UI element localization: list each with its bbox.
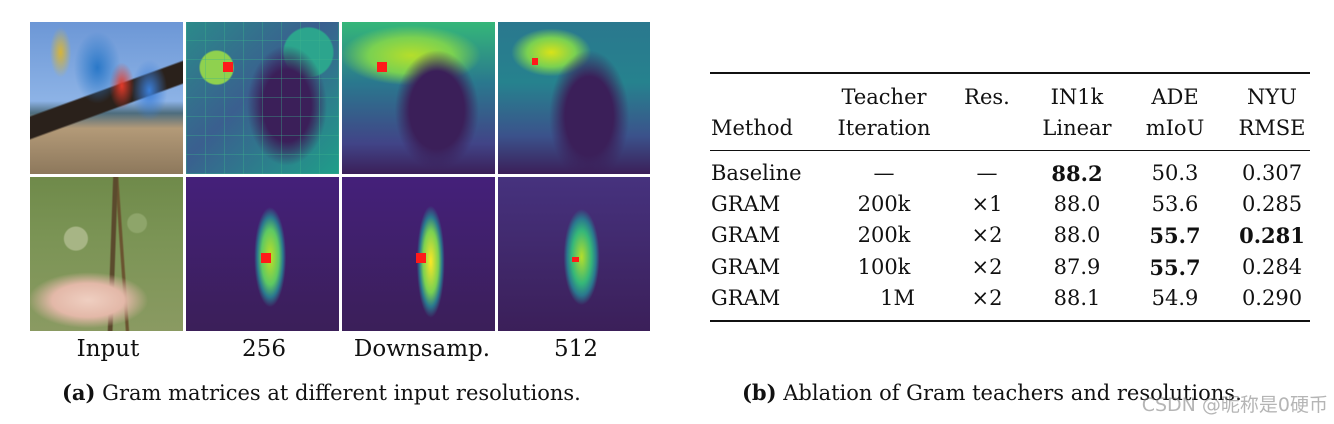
table-top-rule xyxy=(710,72,1310,74)
query-point-marker xyxy=(416,253,426,263)
column-label-256: 256 xyxy=(242,336,286,362)
table-cell: Baseline xyxy=(711,161,802,185)
column-label-downsamp: Downsamp. xyxy=(353,336,491,362)
column-label-input: Input xyxy=(76,336,140,362)
table-cell: GRAM xyxy=(711,286,781,310)
header-res: Res. xyxy=(964,85,1010,109)
query-point-marker xyxy=(377,62,387,72)
table-cell: 1M xyxy=(880,286,915,310)
table-cell: 200k xyxy=(857,192,911,216)
table-cell: 53.6 xyxy=(1151,192,1199,216)
table-cell: ×2 xyxy=(971,255,1003,279)
gram-figure xyxy=(30,22,650,332)
header-ade-line2: mIoU xyxy=(1145,116,1205,140)
caption-a: (a) Gram matrices at different input res… xyxy=(62,380,581,405)
table-cell-best: 55.7 xyxy=(1149,223,1201,248)
caption-a-text: Gram matrices at different input resolut… xyxy=(102,381,581,405)
table-cell: ×2 xyxy=(971,223,1003,247)
gram-map-hand-256 xyxy=(186,177,339,331)
query-point-marker xyxy=(532,58,538,65)
caption-b-text: Ablation of Gram teachers and resolution… xyxy=(783,381,1242,405)
input-image-hand xyxy=(30,177,183,331)
table-cell: ×2 xyxy=(971,286,1003,310)
table-cell: 0.285 xyxy=(1241,192,1303,216)
watermark: CSDN @昵称是0硬币 xyxy=(1141,394,1328,416)
query-point-marker xyxy=(572,257,579,262)
caption-a-tag: (a) xyxy=(62,380,96,405)
header-method: Method xyxy=(711,116,793,140)
header-ade-line1: ADE xyxy=(1151,85,1199,109)
header-nyu-line2: RMSE xyxy=(1238,116,1306,140)
table-cell: 88.0 xyxy=(1053,223,1101,247)
table-cell: ×1 xyxy=(971,192,1003,216)
table-cell: GRAM xyxy=(711,255,781,279)
table-mid-rule xyxy=(710,150,1310,151)
table-cell: — xyxy=(873,161,895,185)
header-nyu-line1: NYU xyxy=(1247,85,1297,109)
header-in1k-line2: Linear xyxy=(1042,116,1112,140)
table-cell: GRAM xyxy=(711,223,781,247)
gram-map-parrots-256 xyxy=(186,22,339,174)
table-cell: 0.307 xyxy=(1241,161,1303,185)
query-point-marker xyxy=(261,253,271,263)
header-teacher-line1: Teacher xyxy=(841,85,927,109)
gram-map-parrots-512 xyxy=(498,22,650,174)
gram-map-hand-downsampled xyxy=(342,177,495,331)
header-teacher-line2: Iteration xyxy=(837,116,931,140)
table-cell: 100k xyxy=(857,255,911,279)
table-cell: 88.1 xyxy=(1053,286,1101,310)
table-cell: — xyxy=(976,161,998,185)
gram-map-hand-512 xyxy=(498,177,650,331)
header-in1k-line1: IN1k xyxy=(1050,85,1104,109)
table-cell: 54.9 xyxy=(1151,286,1199,310)
table-cell-best: 55.7 xyxy=(1149,255,1201,280)
query-point-marker xyxy=(223,62,233,72)
table-cell: GRAM xyxy=(711,192,781,216)
caption-b: (b) Ablation of Gram teachers and resolu… xyxy=(742,380,1242,405)
table-cell: 0.290 xyxy=(1241,286,1303,310)
input-image-parrots xyxy=(30,22,183,174)
column-label-512: 512 xyxy=(554,336,598,362)
table-cell: 88.0 xyxy=(1053,192,1101,216)
table-cell: 87.9 xyxy=(1053,255,1101,279)
gram-map-parrots-downsampled xyxy=(342,22,495,174)
table-cell: 50.3 xyxy=(1151,161,1199,185)
table-cell: 200k xyxy=(857,223,911,247)
table-cell: 0.284 xyxy=(1241,255,1303,279)
table-cell-best: 88.2 xyxy=(1051,161,1103,186)
table-bottom-rule xyxy=(710,320,1310,322)
caption-b-tag: (b) xyxy=(742,380,777,405)
table-cell-best: 0.281 xyxy=(1239,223,1305,248)
